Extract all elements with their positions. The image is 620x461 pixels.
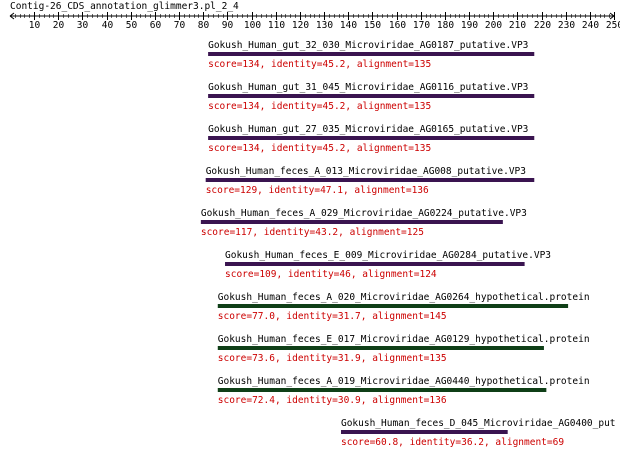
hit-alignment-bar (217, 304, 569, 308)
hit-name-label: Gokush_Human_feces_A_029_Microviridae_AG… (200, 208, 527, 219)
hit-score-label: score=72.4, identity=30.9, alignment=136 (217, 395, 447, 406)
axis-tick-label: 160 (388, 20, 407, 31)
axis-tick-label: 20 (52, 20, 65, 31)
axis-tick-label: 180 (436, 20, 455, 31)
hit-score-label: score=109, identity=46, alignment=124 (225, 269, 437, 280)
axis-tick-label: 230 (557, 20, 576, 31)
axis-tick-label: 70 (173, 20, 186, 31)
axis-tick-label: 50 (125, 20, 138, 31)
hit-name-label: Gokush_Human_feces_A_019_Microviridae_AG… (217, 376, 590, 387)
hit-name-label: Gokush_Human_feces_E_009_Microviridae_AG… (225, 250, 552, 261)
axis-tick-label: 90 (221, 20, 234, 31)
axis-tick-label: 210 (508, 20, 527, 31)
axis-tick-label: 10 (28, 20, 41, 31)
hit-alignment-bar (217, 346, 544, 350)
hit-score-label: score=134, identity=45.2, alignment=135 (208, 143, 432, 154)
axis-arrow-right (609, 12, 615, 20)
hit-name-label: Gokush_Human_gut_32_030_Microviridae_AG0… (208, 40, 529, 51)
hit-score-label: score=73.6, identity=31.9, alignment=135 (217, 353, 447, 364)
axis-tick-label: 240 (581, 20, 600, 31)
hit-name-label: Gokush_Human_gut_31_045_Microviridae_AG0… (208, 82, 529, 93)
track-title: Contig-26_CDS_annotation_glimmer3.pl_2_4 (10, 1, 239, 12)
axis-tick-label: 100 (243, 20, 262, 31)
axis-tick-label: 30 (76, 20, 89, 31)
hit-alignment-bar (340, 430, 508, 434)
axis-tick-label: 110 (267, 20, 286, 31)
axis-tick-label: 80 (197, 20, 210, 31)
axis-tick-label: 200 (484, 20, 503, 31)
hit-alignment-bar (208, 94, 535, 98)
hit-score-label: score=77.0, identity=31.7, alignment=145 (217, 311, 447, 322)
hit-score-label: score=117, identity=43.2, alignment=125 (200, 227, 424, 238)
hit-name-label: Gokush_Human_feces_D_045_Microviridae_AG… (340, 418, 616, 429)
hit-name-label: Gokush_Human_feces_E_017_Microviridae_AG… (217, 334, 590, 345)
hit-score-label: score=134, identity=45.2, alignment=135 (208, 101, 432, 112)
hit-alignment-bar (208, 136, 535, 140)
axis-tick-label: 130 (315, 20, 334, 31)
hit-alignment-bar (225, 262, 525, 266)
hit-name-label: Gokush_Human_gut_27_035_Microviridae_AG0… (208, 124, 529, 135)
hit-alignment-bar (200, 220, 503, 224)
hit-score-label: score=60.8, identity=36.2, alignment=69 (340, 437, 565, 448)
hit-name-label: Gokush_Human_feces_A_013_Microviridae_AG… (205, 166, 526, 177)
hit-score-label: score=129, identity=47.1, alignment=136 (205, 185, 429, 196)
hit-alignment-bar (205, 178, 535, 182)
hit-name-label: Gokush_Human_feces_A_020_Microviridae_AG… (217, 292, 590, 303)
axis-tick-label: 190 (460, 20, 479, 31)
axis-tick-label: 140 (339, 20, 358, 31)
axis-tick-label: 60 (149, 20, 162, 31)
axis-tick-label: 150 (363, 20, 382, 31)
axis-tick-label: 220 (533, 20, 552, 31)
axis-tick-label: 250 (605, 20, 620, 31)
hit-alignment-bar (217, 388, 547, 392)
axis-tick-label: 40 (101, 20, 114, 31)
axis-arrow-left (9, 12, 15, 20)
hit-score-label: score=134, identity=45.2, alignment=135 (208, 59, 432, 70)
hit-alignment-bar (208, 52, 535, 56)
axis-tick-label: 170 (412, 20, 431, 31)
axis-tick-label: 120 (291, 20, 310, 31)
